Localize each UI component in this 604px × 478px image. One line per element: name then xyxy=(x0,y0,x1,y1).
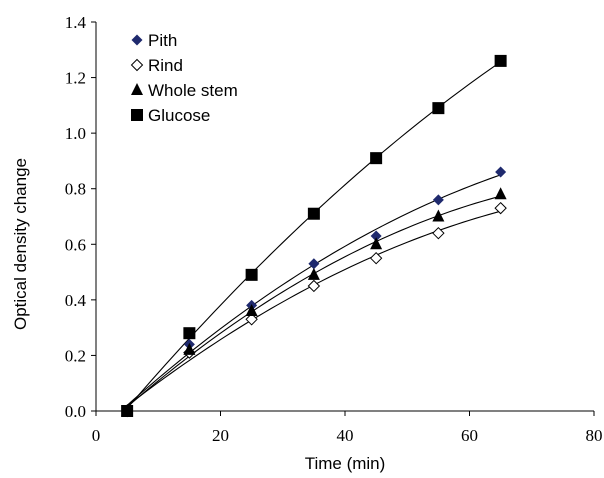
legend-marker-whole-stem xyxy=(131,83,143,95)
y-tick-label: 1.4 xyxy=(65,13,87,32)
y-tick-label: 1.2 xyxy=(65,69,86,88)
legend-label-rind: Rind xyxy=(148,56,183,75)
whole-stem-point xyxy=(494,187,507,200)
legend: Pith Rind Whole stem Glucose xyxy=(130,31,238,125)
rind-point xyxy=(369,251,383,265)
pith-point xyxy=(308,258,320,270)
legend-label-glucose: Glucose xyxy=(148,106,210,125)
whole-stem-point xyxy=(370,237,383,250)
trend-curve xyxy=(126,195,501,408)
rind-point xyxy=(245,313,258,326)
pith-point xyxy=(370,230,382,242)
glucose-point xyxy=(307,207,320,220)
trend-curve xyxy=(126,210,501,407)
data-markers xyxy=(120,54,507,418)
pith-point xyxy=(495,166,507,178)
x-tick-label: 20 xyxy=(212,426,229,445)
whole-stem-point xyxy=(183,342,196,355)
rind-point xyxy=(307,279,321,293)
whole-stem-point xyxy=(432,209,445,222)
y-tick-label: 0.0 xyxy=(65,402,86,421)
legend-label-pith: Pith xyxy=(148,31,177,50)
y-tick-label: 0.6 xyxy=(65,235,86,254)
glucose-point xyxy=(183,327,196,340)
glucose-point xyxy=(370,152,383,165)
x-tick-label: 0 xyxy=(92,426,101,445)
whole-stem-point xyxy=(307,267,320,280)
glucose-point xyxy=(494,54,507,67)
y-tick-label: 1.0 xyxy=(65,124,86,143)
legend-marker-rind xyxy=(130,58,144,72)
glucose-point xyxy=(245,268,258,281)
y-tick-label: 0.8 xyxy=(65,180,86,199)
y-axis-title: Optical density change xyxy=(11,158,30,330)
pith-point xyxy=(432,194,444,206)
legend-label-whole-stem: Whole stem xyxy=(148,81,238,100)
glucose-point xyxy=(432,102,445,115)
whole-stem-point xyxy=(245,303,258,316)
rind-point xyxy=(432,226,445,240)
legend-marker-glucose xyxy=(131,109,143,121)
x-tick-label: 80 xyxy=(586,426,603,445)
x-axis-title: Time (min) xyxy=(305,454,386,473)
glucose-point xyxy=(121,405,134,417)
y-tick-label: 0.2 xyxy=(65,346,86,365)
rind-point xyxy=(494,201,507,215)
axis-ticks: 0.0 0.2 0.4 0.6 0.8 1.0 1.2 1.4 0 20 40 60 80 xyxy=(65,13,603,445)
x-tick-label: 60 xyxy=(461,426,478,445)
y-tick-label: 0.4 xyxy=(65,291,87,310)
x-tick-label: 40 xyxy=(337,426,354,445)
legend-marker-pith xyxy=(131,34,143,46)
